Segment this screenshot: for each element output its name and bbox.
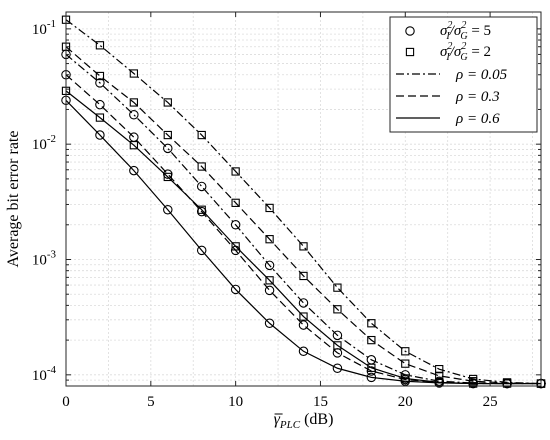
data-point-square <box>405 47 415 57</box>
data-point-square <box>299 271 308 281</box>
legend-entry-1: σ2 I/σ2 G = 5 <box>405 20 491 42</box>
y-tick-label: 10-2 <box>32 133 56 153</box>
data-point-circle <box>196 206 207 217</box>
y-tick-label: 10-4 <box>32 364 57 384</box>
legend-entry-5: ρ = 0.6 <box>396 111 500 127</box>
legend: σ2 I/σ2 G = 5σ2 I/σ2 G = 2 ρ = 0.05 ρ = 0.3 ρ =… <box>389 16 538 133</box>
data-point-circle <box>230 245 241 256</box>
data-point-square <box>197 162 206 171</box>
data-point-circle <box>405 26 415 36</box>
data-point-circle <box>332 330 343 341</box>
data-point-square <box>265 235 274 244</box>
data-point-square <box>333 305 342 314</box>
series-line <box>65 99 541 385</box>
data-point-circle <box>434 378 444 388</box>
data-point-circle <box>264 285 275 296</box>
data-point-circle <box>366 366 377 376</box>
data-point-square <box>367 319 376 328</box>
data-point-square <box>299 242 308 251</box>
data-point-square <box>163 98 172 107</box>
data-point-square <box>265 276 274 285</box>
data-point-square <box>333 283 342 292</box>
data-point-circle <box>129 132 139 142</box>
legend-entry-2: σ2 I/σ2 G = 2 <box>405 41 491 63</box>
series-line <box>65 46 542 385</box>
x-tick-label: 10 <box>228 394 243 410</box>
data-point-square <box>367 335 376 345</box>
data-point-circle <box>332 348 343 358</box>
data-point-square <box>95 41 105 50</box>
data-point-square <box>163 130 172 140</box>
y-tick-label: 10-1 <box>32 18 56 38</box>
data-point-circle <box>502 378 512 389</box>
data-point-circle <box>95 130 105 140</box>
data-point-circle <box>468 378 478 389</box>
data-point-circle <box>366 355 377 365</box>
x-tick-label: 15 <box>313 394 328 410</box>
data-point-square <box>435 371 444 380</box>
series-line <box>65 19 542 385</box>
data-point-square <box>231 198 240 207</box>
data-point-square <box>129 69 139 78</box>
data-point-circle <box>298 320 309 330</box>
data-point-circle <box>95 99 105 110</box>
legend-label: σ2 I/σ2 G = 2 <box>440 41 491 63</box>
x-tick-label: 0 <box>62 394 70 410</box>
data-point-square <box>95 113 105 122</box>
y-tick-label: 10-3 <box>32 249 57 269</box>
data-point-circle <box>196 245 207 256</box>
data-point-circle <box>298 298 309 308</box>
legend-label: ρ = 0.6 <box>455 111 500 127</box>
legend-label: σ2 I/σ2 G = 5 <box>440 20 491 42</box>
data-point-circle <box>163 169 173 179</box>
data-point-circle <box>298 346 309 357</box>
x-tick-label: 20 <box>398 394 413 410</box>
x-tick-label: 25 <box>483 394 498 410</box>
data-series <box>61 15 546 389</box>
data-point-square <box>231 167 240 176</box>
x-tick-label: 5 <box>147 394 155 410</box>
data-point-circle <box>332 363 343 374</box>
data-point-circle <box>163 143 173 154</box>
data-point-square <box>401 359 410 368</box>
legend-entry-3: ρ = 0.05 <box>396 67 508 83</box>
data-point-circle <box>230 220 241 230</box>
data-point-circle <box>129 165 139 176</box>
data-point-square <box>265 203 274 213</box>
data-point-square <box>129 98 139 107</box>
data-point-circle <box>264 260 275 271</box>
data-point-circle <box>129 109 139 120</box>
data-point-circle <box>366 372 377 383</box>
legend-entry-4: ρ = 0.3 <box>396 89 500 105</box>
data-point-square <box>95 71 105 81</box>
data-point-circle <box>264 318 275 329</box>
data-point-circle <box>230 284 241 295</box>
data-point-circle <box>163 205 173 215</box>
data-point-square <box>197 130 206 140</box>
legend-label: ρ = 0.05 <box>455 67 508 83</box>
data-point-circle <box>95 78 105 88</box>
data-point-square <box>401 347 410 356</box>
y-axis-label: Average bit error rate <box>5 131 22 268</box>
x-axis-label: γPLC (dB) <box>274 411 334 431</box>
plot-frame <box>65 11 542 387</box>
data-point-square <box>299 312 308 321</box>
legend-label: ρ = 0.3 <box>455 89 500 105</box>
series-6 <box>61 95 546 389</box>
data-point-circle <box>196 181 207 192</box>
x-axis-label-text: γPLC (dB) <box>274 411 334 431</box>
